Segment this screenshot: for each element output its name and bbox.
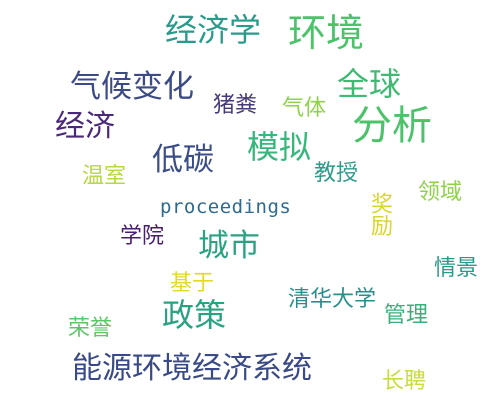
word-jiyu: 基于 <box>170 271 215 296</box>
word-jingjixue: 经济学 <box>165 11 262 49</box>
word-huanjing: 环境 <box>288 11 365 55</box>
word-lingyu: 领域 <box>418 180 463 205</box>
word-zhufen: 猪粪 <box>213 93 258 118</box>
word-qihoubianhua: 气候变化 <box>70 69 194 105</box>
word-fenxi: 分析 <box>352 103 432 149</box>
word-qiti: 气体 <box>282 96 327 121</box>
word-moni: 模拟 <box>247 128 312 166</box>
word-chengshi: 城市 <box>198 228 260 264</box>
word-qinghuadaxue: 清华大学 <box>288 287 377 312</box>
word-xueyuan: 学院 <box>120 224 165 249</box>
word-ditan: 低碳 <box>152 142 214 178</box>
word-jiaoshou: 教授 <box>314 161 359 186</box>
word-guanli: 管理 <box>384 303 429 328</box>
word-wenshi: 温室 <box>82 164 127 189</box>
word-quanqiu: 全球 <box>337 65 402 103</box>
word-zhengce: 政策 <box>162 296 227 334</box>
word-proceedings: proceedings <box>160 196 292 218</box>
word-jiangli: 奖励 <box>367 192 392 236</box>
word-jingji: 经济 <box>55 109 115 144</box>
word-qingjing: 情景 <box>434 256 479 281</box>
word-nengyuan-system: 能源环境经济系统 <box>72 351 312 386</box>
word-changpin: 长聘 <box>382 369 427 394</box>
word-rongyu: 荣誉 <box>68 316 113 341</box>
